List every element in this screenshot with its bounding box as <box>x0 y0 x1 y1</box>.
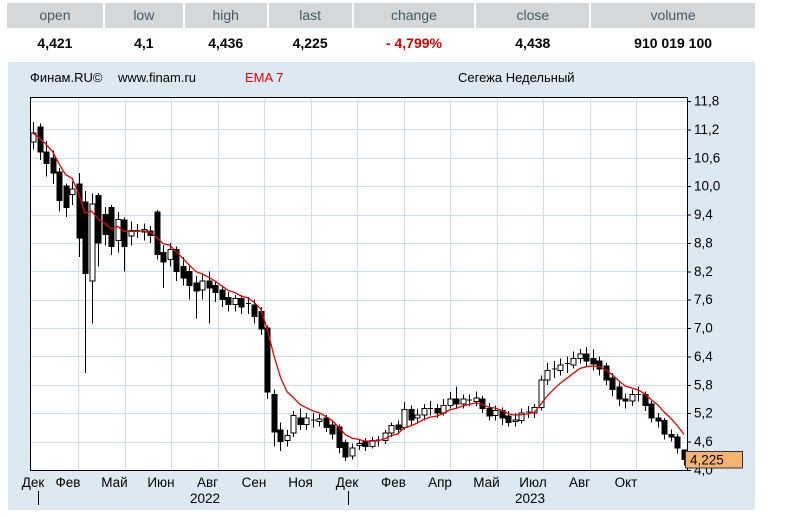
svg-text:8,2: 8,2 <box>694 264 713 279</box>
brand-label: Финам.RU© <box>30 70 103 85</box>
quote-header-close: close <box>476 3 590 28</box>
quote-header-high: high <box>184 3 267 28</box>
quote-header-row: open low high last change close volume <box>7 3 755 28</box>
svg-text:Дек: Дек <box>336 475 359 490</box>
svg-text:11,8: 11,8 <box>694 94 719 109</box>
svg-text:Фев: Фев <box>381 475 406 490</box>
quote-header-last: last <box>268 3 352 28</box>
quote-value-last: 4,225 <box>268 28 352 58</box>
svg-text:8,8: 8,8 <box>694 235 713 250</box>
svg-text:Авг: Авг <box>569 475 590 490</box>
svg-text:Апр: Апр <box>428 475 452 490</box>
quote-value-high: 4,436 <box>184 28 267 58</box>
svg-text:7,0: 7,0 <box>694 321 713 336</box>
quote-header-volume: volume <box>591 3 755 28</box>
svg-text:Май: Май <box>473 475 499 490</box>
chart-title-bar: Финам.RU© www.finam.ru EMA 7 Сегежа Неде… <box>8 70 755 86</box>
svg-text:11,2: 11,2 <box>694 122 719 137</box>
ema-indicator-label: EMA 7 <box>245 70 284 85</box>
svg-text:9,4: 9,4 <box>694 207 713 222</box>
last-price-badge <box>685 450 743 469</box>
quote-values-row: 4,421 4,1 4,436 4,225 - 4,799% 4,438 910… <box>7 28 755 58</box>
quote-header-change: change <box>353 3 475 28</box>
svg-text:5,8: 5,8 <box>694 377 713 392</box>
svg-text:Май: Май <box>101 475 127 490</box>
instrument-title: Сегежа Недельный <box>458 70 575 85</box>
svg-text:6,4: 6,4 <box>694 349 713 364</box>
quote-value-change: - 4,799% <box>353 28 475 58</box>
svg-text:4,6: 4,6 <box>694 434 713 449</box>
svg-text:Окт: Окт <box>615 475 638 490</box>
svg-text:Фев: Фев <box>56 475 81 490</box>
quote-header-low: low <box>104 3 183 28</box>
quote-header-open: open <box>7 3 103 28</box>
svg-text:5,2: 5,2 <box>694 406 713 421</box>
svg-text:Июл: Июл <box>519 475 546 490</box>
quote-value-low: 4,1 <box>104 28 183 58</box>
quote-value-close: 4,438 <box>476 28 590 58</box>
svg-text:10,0: 10,0 <box>694 179 720 194</box>
last-price-badge-text: 4,225 <box>690 452 724 467</box>
svg-text:Дек: Дек <box>22 475 45 490</box>
quote-value-volume: 910 019 100 <box>591 28 755 58</box>
svg-text:Ноя: Ноя <box>288 475 313 490</box>
svg-text:Июн: Июн <box>147 475 174 490</box>
quote-value-open: 4,421 <box>7 28 103 58</box>
svg-text:Сен: Сен <box>242 475 267 490</box>
svg-text:7,6: 7,6 <box>694 292 713 307</box>
svg-text:10,6: 10,6 <box>694 150 720 165</box>
site-link[interactable]: www.finam.ru <box>118 70 197 85</box>
svg-text:2023: 2023 <box>515 491 545 506</box>
svg-text:Авг: Авг <box>197 475 218 490</box>
svg-text:2022: 2022 <box>190 491 220 506</box>
